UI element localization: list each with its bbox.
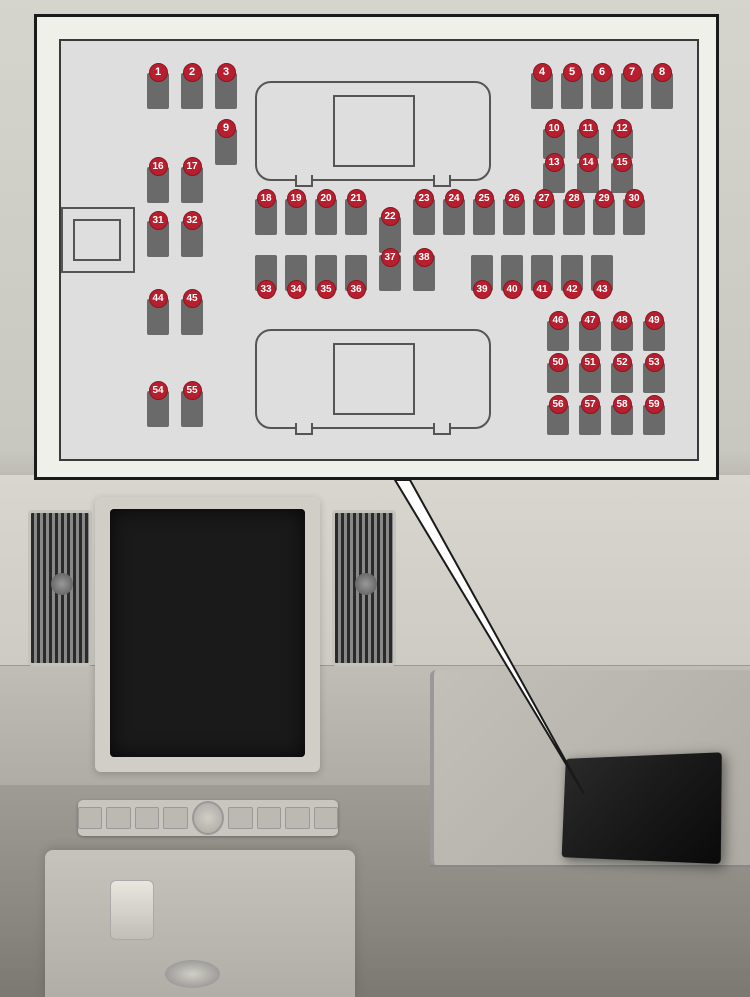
fuse-number-badge: 19 [287,189,306,208]
fuse-number-badge: 15 [613,153,632,172]
fuse-number-badge: 5 [563,63,582,82]
fuse-number-badge: 42 [563,280,582,299]
gear-shifter [110,880,154,940]
fuse-number-badge: 22 [381,207,400,226]
fuse-number-badge: 46 [549,311,568,330]
fuse-number-badge: 13 [545,153,564,172]
fuse-number-badge: 41 [533,280,552,299]
fuse-number-badge: 11 [579,119,598,138]
fuse-number-badge: 53 [645,353,664,372]
fuse-number-badge: 26 [505,189,524,208]
fuse-number-badge: 4 [533,63,552,82]
fuse-number-badge: 7 [623,63,642,82]
fuse-number-badge: 28 [565,189,584,208]
fuse-number-badge: 14 [579,153,598,172]
fuse-number-badge: 12 [613,119,632,138]
fuse-number-badge: 58 [613,395,632,414]
fuse-number-badge: 24 [445,189,464,208]
fuse-number-badge: 55 [183,381,202,400]
fuse-number-badge: 10 [545,119,564,138]
fuse-number-badge: 27 [535,189,554,208]
fuse-number-badge: 34 [287,280,306,299]
fuse-number-badge: 25 [475,189,494,208]
fuse-number-badge: 2 [183,63,202,82]
fuse-number-badge: 33 [257,280,276,299]
fuse-number-badge: 44 [149,289,168,308]
fuse-number-badge: 9 [217,119,236,138]
fuse-number-badge: 57 [581,395,600,414]
fuse-number-badge: 3 [217,63,236,82]
fuse-number-badge: 36 [347,280,366,299]
fuse-diagram-panel: 1234567891011121314151617181920212223242… [34,14,719,480]
fuse-number-badge: 59 [645,395,664,414]
fuse-number-badge: 52 [613,353,632,372]
fuse-number-badge: 35 [317,280,336,299]
fuse-number-badge: 45 [183,289,202,308]
rotary-dial [165,960,220,988]
air-vent-right [332,510,396,666]
fuse-number-badge: 48 [613,311,632,330]
fuse-number-badge: 47 [581,311,600,330]
fuse-number-badge: 56 [549,395,568,414]
fuse-number-badge: 17 [183,157,202,176]
fuse-number-badge: 37 [381,248,400,267]
side-connector [73,219,121,261]
fuse-number-badge: 21 [347,189,366,208]
fuse-number-badge: 20 [317,189,336,208]
fuse-number-badge: 18 [257,189,276,208]
relay-center [333,95,415,167]
fuse-number-badge: 30 [625,189,644,208]
fuse-number-badge: 51 [581,353,600,372]
fuse-number-badge: 31 [149,211,168,230]
fuse-number-badge: 49 [645,311,664,330]
fuse-number-badge: 38 [415,248,434,267]
fuse-number-badge: 32 [183,211,202,230]
fuse-number-badge: 54 [149,381,168,400]
fuse-number-badge: 23 [415,189,434,208]
glovebox-seam [430,865,750,867]
center-screen [110,509,305,757]
fusebox-physical [562,752,722,864]
fuse-number-badge: 39 [473,280,492,299]
fuse-number-badge: 8 [653,63,672,82]
fuse-number-badge: 43 [593,280,612,299]
air-vent-left [28,510,92,666]
fuse-number-badge: 40 [503,280,522,299]
climate-control-strip [78,800,338,836]
relay-center [333,343,415,415]
fuse-number-badge: 16 [149,157,168,176]
fuse-number-badge: 50 [549,353,568,372]
center-console [45,850,355,997]
center-screen-bezel [95,497,320,772]
fuse-number-badge: 29 [595,189,614,208]
fuse-number-badge: 6 [593,63,612,82]
fuse-number-badge: 1 [149,63,168,82]
